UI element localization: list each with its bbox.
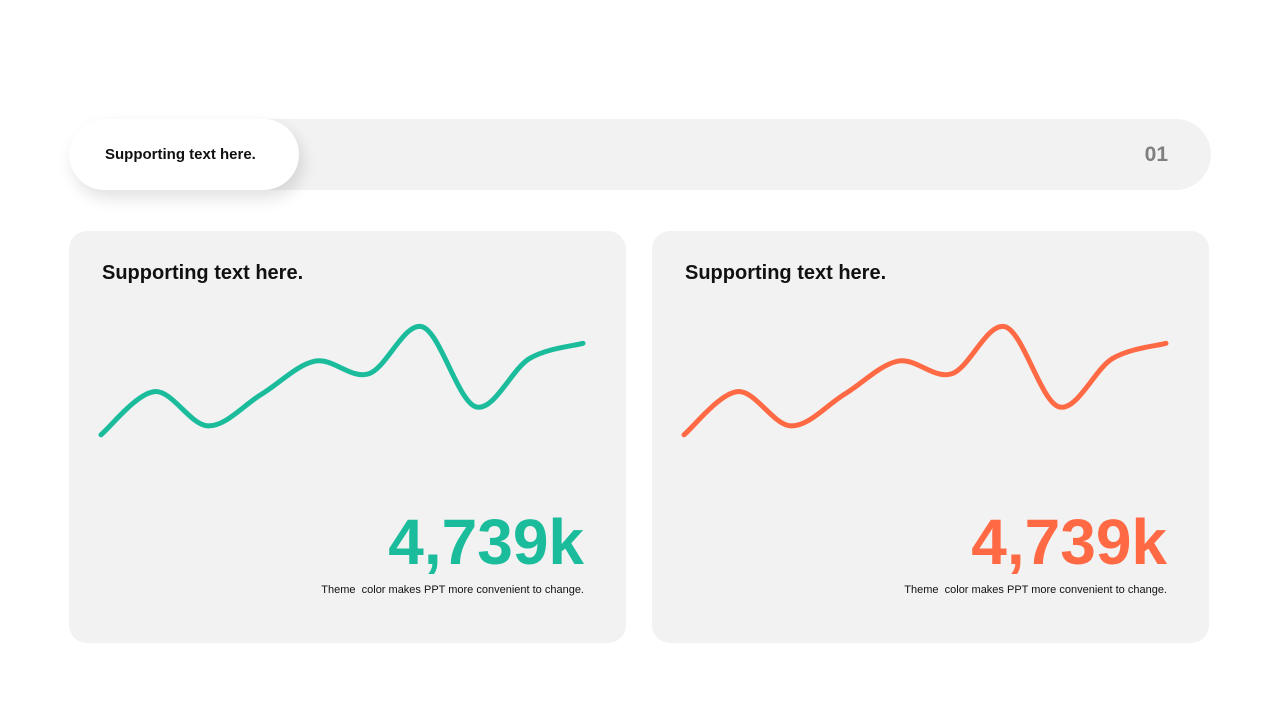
card-left: Supporting text here. 4,739k Theme color… (69, 231, 626, 643)
header-pill: Supporting text here. (69, 119, 299, 190)
trend-line-chart (681, 324, 1169, 438)
trend-line (681, 324, 1169, 438)
card-value: 4,739k (971, 506, 1167, 578)
card-title: Supporting text here. (685, 262, 887, 284)
card-caption: Theme color makes PPT more convenient to… (904, 584, 1167, 596)
card-right: Supporting text here. 4,739k Theme color… (652, 231, 1209, 643)
card-value: 4,739k (388, 506, 584, 578)
header-pill-text: Supporting text here. (105, 146, 256, 163)
card-title: Supporting text here. (102, 262, 304, 284)
trend-line-chart (98, 324, 586, 438)
trend-line (98, 324, 586, 438)
card-caption: Theme color makes PPT more convenient to… (321, 584, 584, 596)
section-number: 01 (1144, 143, 1168, 166)
